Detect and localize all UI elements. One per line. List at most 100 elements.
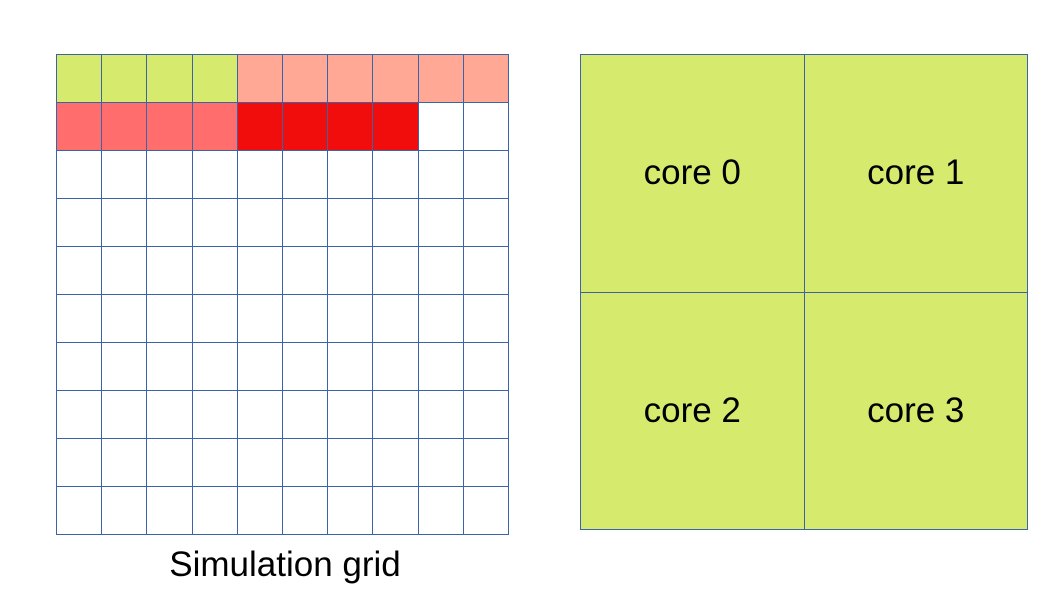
grid-cell: [283, 391, 329, 439]
grid-cell: [463, 391, 509, 439]
grid-cell: [373, 439, 419, 487]
grid-cell: [192, 439, 238, 487]
grid-cell: [192, 391, 238, 439]
grid-cell: [237, 151, 283, 199]
grid-cell: [373, 55, 419, 103]
grid-cell: [57, 343, 103, 391]
grid-cell: [463, 199, 509, 247]
core-1-block: core 1: [804, 55, 1028, 293]
grid-cell: [463, 295, 509, 343]
grid-cell: [373, 343, 419, 391]
grid-cell: [237, 343, 283, 391]
grid-cell: [418, 103, 464, 151]
core-layout: core 0 core 1 core 2 core 3: [580, 54, 1028, 530]
grid-cell: [237, 199, 283, 247]
grid-cell: [102, 55, 148, 103]
grid-cell: [328, 391, 374, 439]
grid-cell: [57, 391, 103, 439]
grid-cell: [463, 247, 509, 295]
grid-cell: [418, 343, 464, 391]
grid-cell: [192, 247, 238, 295]
grid-cell: [283, 343, 329, 391]
grid-cell: [463, 151, 509, 199]
grid-cell: [328, 295, 374, 343]
grid-cell: [373, 391, 419, 439]
grid-cell: [147, 439, 193, 487]
grid-cell: [102, 295, 148, 343]
grid-cell: [328, 103, 374, 151]
grid-cell: [102, 103, 148, 151]
grid-cell: [147, 343, 193, 391]
grid-cell: [147, 199, 193, 247]
grid-cell: [328, 247, 374, 295]
grid-cell: [237, 247, 283, 295]
grid-cell: [283, 439, 329, 487]
grid-cell: [283, 295, 329, 343]
grid-cell: [192, 103, 238, 151]
grid-cell: [237, 391, 283, 439]
grid-cell: [147, 391, 193, 439]
grid-caption: Simulation grid: [169, 545, 401, 584]
grid-cell: [283, 103, 329, 151]
grid-cell: [463, 103, 509, 151]
grid-cell: [147, 247, 193, 295]
grid-cell: [192, 199, 238, 247]
grid-cell: [57, 487, 103, 535]
grid-cell: [373, 487, 419, 535]
grid-cell: [283, 151, 329, 199]
grid-cell: [328, 487, 374, 535]
grid-cell: [237, 487, 283, 535]
grid-cell: [192, 343, 238, 391]
grid-cell: [328, 343, 374, 391]
grid-cell: [418, 247, 464, 295]
grid-cell: [283, 55, 329, 103]
grid-cell: [147, 55, 193, 103]
grid-cell: [147, 151, 193, 199]
grid-cell: [418, 391, 464, 439]
core-3-block: core 3: [804, 292, 1028, 530]
grid-cell: [57, 151, 103, 199]
grid-cell: [102, 391, 148, 439]
grid-cell: [102, 487, 148, 535]
grid-cell: [463, 55, 509, 103]
grid-cell: [237, 55, 283, 103]
grid-cell: [328, 439, 374, 487]
grid-cell: [373, 103, 419, 151]
grid-cell: [102, 199, 148, 247]
simulation-grid: [56, 54, 509, 535]
grid-cell: [418, 151, 464, 199]
grid-cell: [463, 343, 509, 391]
core-2-block: core 2: [581, 292, 805, 530]
grid-cell: [147, 487, 193, 535]
grid-cell: [328, 55, 374, 103]
grid-cell: [463, 439, 509, 487]
grid-cell: [328, 199, 374, 247]
grid-cell: [463, 487, 509, 535]
grid-cell: [283, 487, 329, 535]
grid-cell: [418, 487, 464, 535]
grid-cell: [192, 295, 238, 343]
grid-cell: [147, 295, 193, 343]
grid-cell: [192, 487, 238, 535]
grid-cell: [57, 103, 103, 151]
grid-cell: [283, 199, 329, 247]
grid-cell: [102, 151, 148, 199]
grid-cell: [373, 295, 419, 343]
grid-cell: [418, 55, 464, 103]
grid-cell: [57, 439, 103, 487]
grid-cell: [418, 439, 464, 487]
grid-cell: [373, 151, 419, 199]
grid-cell: [237, 295, 283, 343]
grid-cell: [373, 247, 419, 295]
grid-cell: [328, 151, 374, 199]
grid-cell: [237, 103, 283, 151]
grid-cell: [57, 199, 103, 247]
grid-cell: [102, 343, 148, 391]
grid-cell: [102, 439, 148, 487]
grid-cell: [283, 247, 329, 295]
grid-cell: [57, 247, 103, 295]
grid-cell: [57, 295, 103, 343]
grid-cell: [192, 151, 238, 199]
grid-cell: [418, 199, 464, 247]
grid-cell: [418, 295, 464, 343]
